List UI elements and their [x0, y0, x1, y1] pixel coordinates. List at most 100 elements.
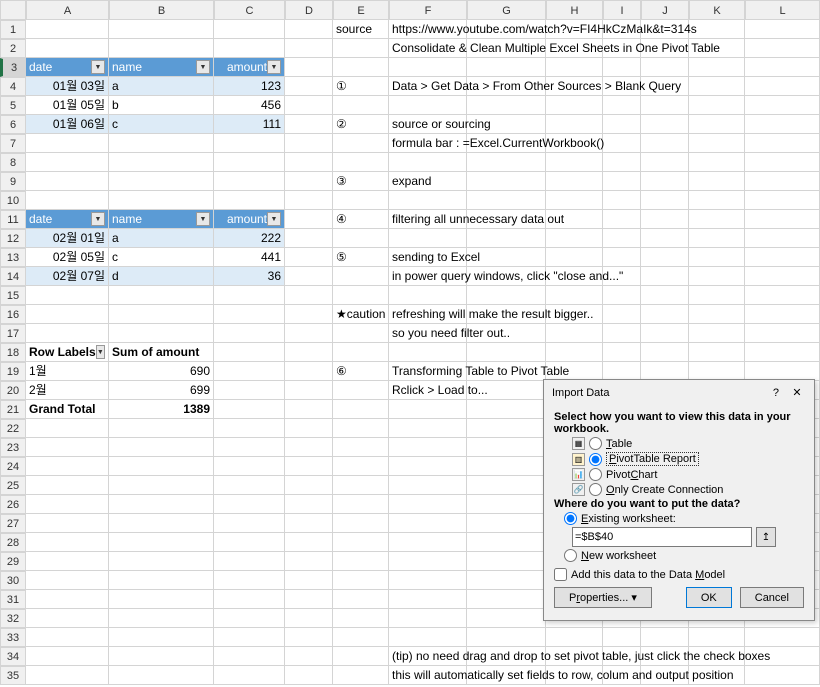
cell-A22[interactable]: [26, 419, 109, 438]
cell-A23[interactable]: [26, 438, 109, 457]
cell-C19[interactable]: [214, 362, 285, 381]
cell-G3[interactable]: [467, 58, 546, 77]
cell-I6[interactable]: [603, 115, 641, 134]
col-header-H[interactable]: H: [546, 0, 603, 20]
row-header-33[interactable]: 33: [0, 628, 26, 647]
cell-L13[interactable]: [745, 248, 820, 267]
cell-K6[interactable]: [689, 115, 745, 134]
col-header-J[interactable]: J: [641, 0, 689, 20]
cell-B9[interactable]: [109, 172, 214, 191]
cell-C24[interactable]: [214, 457, 285, 476]
cell-H6[interactable]: [546, 115, 603, 134]
cell-L8[interactable]: [745, 153, 820, 172]
cell-E29[interactable]: [333, 552, 389, 571]
cell-F29[interactable]: [389, 552, 467, 571]
row-header-27[interactable]: 27: [0, 514, 26, 533]
cell-C13[interactable]: 441: [214, 248, 285, 267]
row-header-23[interactable]: 23: [0, 438, 26, 457]
ref-picker-button[interactable]: ↥: [756, 527, 776, 547]
cell-I7[interactable]: [603, 134, 641, 153]
cell-C23[interactable]: [214, 438, 285, 457]
close-button[interactable]: ✕: [788, 386, 806, 399]
cell-E23[interactable]: [333, 438, 389, 457]
cell-H17[interactable]: [546, 324, 603, 343]
row-header-8[interactable]: 8: [0, 153, 26, 172]
cell-A19[interactable]: 1월: [26, 362, 109, 381]
cell-E34[interactable]: [333, 647, 389, 666]
cell-D13[interactable]: [285, 248, 333, 267]
cell-B17[interactable]: [109, 324, 214, 343]
cell-E33[interactable]: [333, 628, 389, 647]
cell-G22[interactable]: [467, 419, 546, 438]
cell-D33[interactable]: [285, 628, 333, 647]
cell-F6[interactable]: source or sourcing: [389, 115, 467, 134]
cell-L6[interactable]: [745, 115, 820, 134]
cell-I13[interactable]: [603, 248, 641, 267]
cell-D31[interactable]: [285, 590, 333, 609]
cell-G8[interactable]: [467, 153, 546, 172]
cell-B13[interactable]: c: [109, 248, 214, 267]
cell-H18[interactable]: [546, 343, 603, 362]
cell-H10[interactable]: [546, 191, 603, 210]
cell-B27[interactable]: [109, 514, 214, 533]
cell-J33[interactable]: [641, 628, 689, 647]
cell-K9[interactable]: [689, 172, 745, 191]
cell-E14[interactable]: [333, 267, 389, 286]
cell-A7[interactable]: [26, 134, 109, 153]
row-header-21[interactable]: 21: [0, 400, 26, 419]
cell-D10[interactable]: [285, 191, 333, 210]
col-header-C[interactable]: C: [214, 0, 285, 20]
cell-B7[interactable]: [109, 134, 214, 153]
row-header-5[interactable]: 5: [0, 96, 26, 115]
cell-D34[interactable]: [285, 647, 333, 666]
cell-E19[interactable]: ⑥: [333, 362, 389, 381]
row-header-11[interactable]: 11: [0, 210, 26, 229]
cell-J16[interactable]: [641, 305, 689, 324]
cell-L15[interactable]: [745, 286, 820, 305]
row-header-30[interactable]: 30: [0, 571, 26, 590]
cell-E9[interactable]: ③: [333, 172, 389, 191]
cell-F8[interactable]: [389, 153, 467, 172]
row-header-15[interactable]: 15: [0, 286, 26, 305]
cell-H3[interactable]: [546, 58, 603, 77]
cell-I17[interactable]: [603, 324, 641, 343]
cell-F5[interactable]: [389, 96, 467, 115]
cell-D27[interactable]: [285, 514, 333, 533]
cell-L5[interactable]: [745, 96, 820, 115]
cell-J11[interactable]: [641, 210, 689, 229]
cell-A9[interactable]: [26, 172, 109, 191]
cell-D14[interactable]: [285, 267, 333, 286]
cell-A28[interactable]: [26, 533, 109, 552]
cell-F20[interactable]: Rclick > Load to...: [389, 381, 467, 400]
radio-pivot[interactable]: [589, 453, 602, 466]
cell-B32[interactable]: [109, 609, 214, 628]
filter-dropdown-icon[interactable]: ▼: [196, 212, 210, 226]
radio-existing[interactable]: [564, 512, 577, 525]
dialog-titlebar[interactable]: Import Data ? ✕: [544, 380, 814, 405]
row-header-24[interactable]: 24: [0, 457, 26, 476]
cell-E20[interactable]: [333, 381, 389, 400]
row-header-32[interactable]: 32: [0, 609, 26, 628]
cell-J17[interactable]: [641, 324, 689, 343]
cell-C34[interactable]: [214, 647, 285, 666]
cell-J9[interactable]: [641, 172, 689, 191]
cell-L12[interactable]: [745, 229, 820, 248]
cell-I10[interactable]: [603, 191, 641, 210]
cell-A12[interactable]: 02월 01일: [26, 229, 109, 248]
col-header-I[interactable]: I: [603, 0, 641, 20]
cell-B20[interactable]: 699: [109, 381, 214, 400]
row-header-4[interactable]: 4: [0, 77, 26, 96]
cell-I5[interactable]: [603, 96, 641, 115]
cell-D3[interactable]: [285, 58, 333, 77]
row-header-14[interactable]: 14: [0, 267, 26, 286]
cell-F13[interactable]: sending to Excel: [389, 248, 467, 267]
cell-I12[interactable]: [603, 229, 641, 248]
row-header-19[interactable]: 19: [0, 362, 26, 381]
table-header-c3[interactable]: amount▼: [214, 58, 285, 77]
row-header-17[interactable]: 17: [0, 324, 26, 343]
cell-G30[interactable]: [467, 571, 546, 590]
row-header-26[interactable]: 26: [0, 495, 26, 514]
cell-D5[interactable]: [285, 96, 333, 115]
cell-B12[interactable]: a: [109, 229, 214, 248]
cell-I9[interactable]: [603, 172, 641, 191]
